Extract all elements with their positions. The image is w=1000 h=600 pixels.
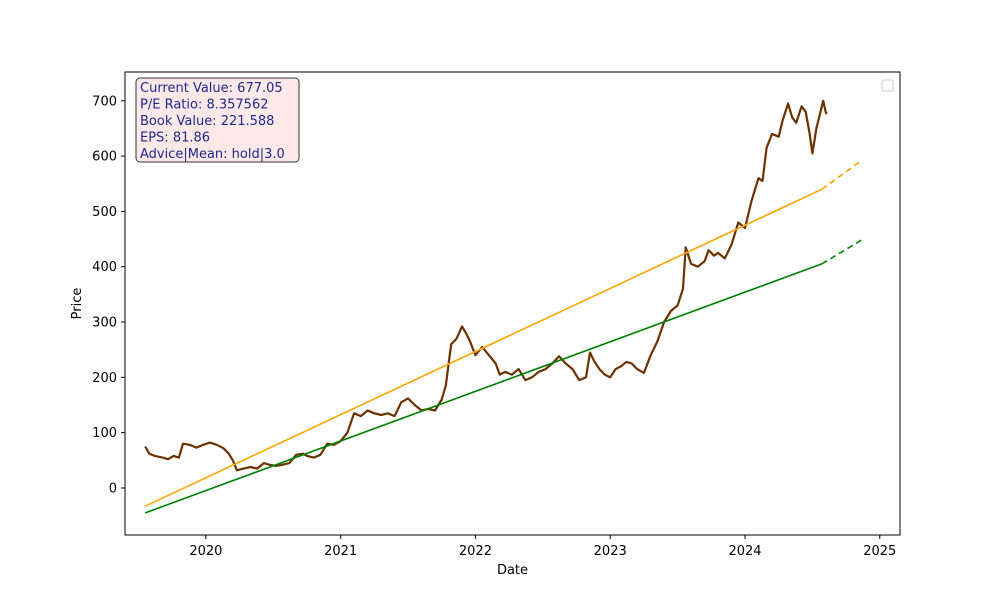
- info-line: Current Value: 677.05: [140, 81, 283, 96]
- info-line: Book Value: 221.588: [140, 114, 274, 129]
- info-box: Current Value: 677.05 P/E Ratio: 8.357562…: [135, 77, 300, 163]
- info-line: P/E Ratio: 8.357562: [140, 98, 268, 113]
- y-tick-label: 600: [92, 150, 117, 165]
- series-price: [144, 99, 828, 472]
- x-tick-label: 2024: [728, 544, 761, 559]
- series-trend-upper: [144, 188, 823, 507]
- y-tick-label: 400: [92, 260, 117, 275]
- x-axis-label: Date: [497, 563, 528, 578]
- legend-box: [881, 79, 894, 92]
- x-tick-label: 2022: [459, 544, 492, 559]
- y-tick-label: 0: [109, 481, 117, 496]
- y-tick-label: 100: [92, 426, 117, 441]
- x-tick-label: 2025: [863, 544, 896, 559]
- plot-frame: [124, 71, 901, 536]
- series-layer: [144, 99, 863, 514]
- x-tick-label: 2020: [189, 544, 222, 559]
- series-trend-lower-forecast: [821, 238, 863, 265]
- series-trend-upper-forecast: [821, 159, 863, 190]
- axes-layer: 2020 2021 2022 2023 2024 2025 0 100 200 300 400 500…: [70, 71, 901, 578]
- info-line: Advice|Mean: hold|3.0: [140, 147, 285, 162]
- x-tick-label: 2023: [594, 544, 627, 559]
- y-tick-label: 200: [92, 371, 117, 386]
- y-axis-label: Price: [70, 288, 85, 320]
- series-trend-lower: [144, 263, 823, 514]
- info-box-frame: [135, 77, 300, 163]
- info-line: EPS: 81.86: [140, 131, 210, 146]
- y-tick-label: 500: [92, 205, 117, 220]
- y-tick-label: 700: [92, 94, 117, 109]
- y-tick-label: 300: [92, 316, 117, 331]
- x-tick-label: 2021: [324, 544, 357, 559]
